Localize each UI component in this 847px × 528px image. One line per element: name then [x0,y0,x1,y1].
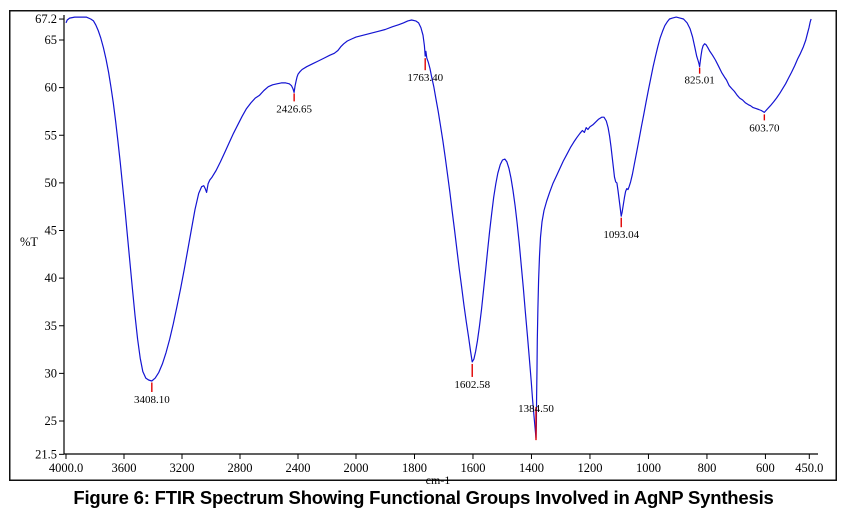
x-axis-unit-label: cm-1 [426,473,451,487]
y-tick-label: 50 [45,176,58,190]
y-axis-title: %T [20,235,38,249]
x-tick-label: 1800 [402,461,427,475]
y-tick-label: 60 [45,81,58,95]
x-tick-label: 1200 [577,461,602,475]
x-tick-label: 2000 [344,461,369,475]
y-tick-label: 67.2 [35,12,57,26]
peak-label: 825.01 [685,75,715,87]
x-tick-label: 600 [756,461,775,475]
x-tick-label: 4000.0 [49,461,83,475]
figure-border [9,10,837,481]
x-tick-label: 3200 [170,461,195,475]
x-tick-label: 450.0 [795,461,823,475]
y-tick-label: 30 [45,366,58,380]
x-tick-label: 800 [698,461,717,475]
x-tick-label: 2400 [286,461,311,475]
peak-label: 2426.65 [276,103,312,115]
peak-label: 603.70 [749,122,780,134]
y-tick-label: 35 [45,319,58,333]
peak-label: 1093.04 [603,229,639,241]
y-tick-label: 45 [45,224,58,238]
x-tick-label: 1000 [636,461,661,475]
peak-label: 1763.40 [407,72,443,84]
peak-label: 1384.50 [518,403,554,415]
y-tick-label: 65 [45,33,58,47]
y-tick-label: 21.5 [35,447,57,461]
x-tick-label: 1400 [519,461,544,475]
x-tick-label: 1600 [460,461,485,475]
figure-caption: Figure 6: FTIR Spectrum Showing Function… [73,487,774,508]
y-tick-label: 40 [45,271,58,285]
peak-label: 3408.10 [134,394,170,406]
x-tick-label: 3600 [112,461,137,475]
spectrum-curve [65,16,812,439]
y-tick-label: 55 [45,128,58,142]
y-tick-label: 25 [45,414,58,428]
peak-label: 1602.58 [454,379,490,391]
x-tick-label: 2800 [228,461,253,475]
